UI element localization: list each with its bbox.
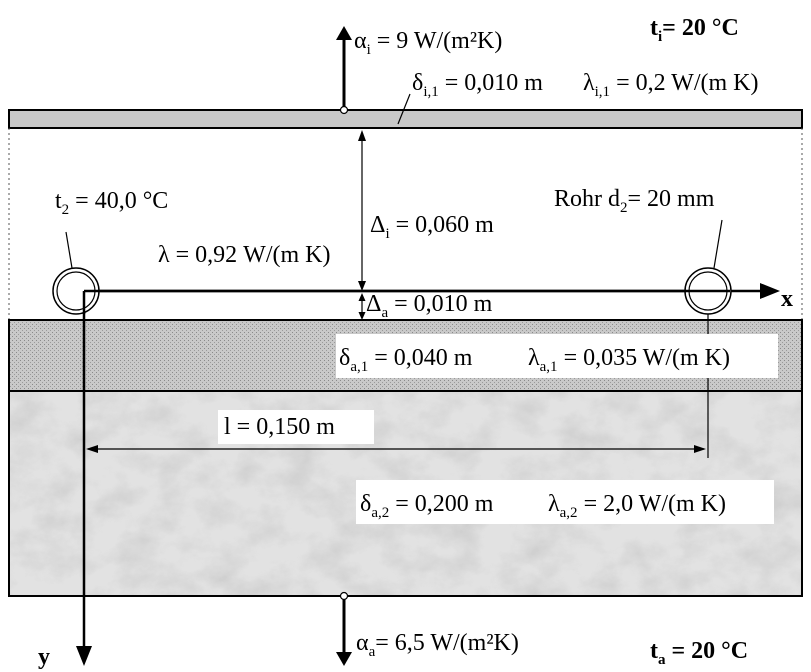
t2-leader [65, 231, 73, 269]
alpha-i-label: αi = 9 W/(m²K) [354, 28, 502, 58]
alpha-a-node [339, 591, 349, 601]
alpha-a-arrowhead [336, 652, 352, 666]
l-arrow-left [86, 445, 98, 453]
y-axis-arrowhead [76, 646, 92, 666]
lambda-fill-label: λ = 0,92 W/(m K) [158, 242, 330, 268]
alpha-a-label: αa= 6,5 W/(m²K) [356, 630, 519, 660]
delta-i1-leader [397, 93, 411, 125]
Delta-i-label: Δi = 0,060 m [370, 212, 494, 242]
Delta-a-label: Δa = 0,010 m [366, 291, 493, 321]
alpha-i-node [339, 105, 349, 115]
l-label-bg [218, 410, 374, 444]
l-arrow-right [694, 445, 706, 453]
t-i-label: ti= 20 °C [650, 15, 739, 45]
lambda-a2-label: λa,2 = 2,0 W/(m K) [548, 491, 726, 521]
delta-a-arrow-top [358, 293, 366, 301]
delta-a-arrow-bottom [358, 312, 366, 320]
lambda-a1-label: λa,1 = 0,035 W/(m K) [528, 345, 730, 375]
t-a-label: ta = 20 °C [650, 638, 748, 668]
delta-i-arrow-bottom [358, 281, 366, 291]
delta-i-arrow-top [358, 130, 366, 141]
delta-a1-label-bg [336, 334, 778, 378]
lambda-i1-label: λi,1 = 0,2 W/(m K) [583, 70, 758, 100]
rohr-label: Rohr d2= 20 mm [554, 186, 715, 216]
delta-a1-label: δa,1 = 0,040 m [339, 345, 473, 375]
delta-i1-label: δi,1 = 0,010 m [412, 70, 543, 100]
alpha-i-arrowhead [336, 26, 352, 40]
delta-a2-label-bg [356, 480, 774, 524]
x-axis-label: x [781, 286, 793, 312]
y-axis-label: y [38, 644, 50, 670]
l-label: l = 0,150 m [224, 414, 335, 440]
x-axis-arrowhead [760, 283, 780, 299]
t2-label: t2 = 40,0 °C [55, 188, 168, 218]
rohr-leader [713, 219, 723, 269]
inner-layer [8, 109, 803, 129]
delta-a2-label: δa,2 = 0,200 m [360, 491, 494, 521]
